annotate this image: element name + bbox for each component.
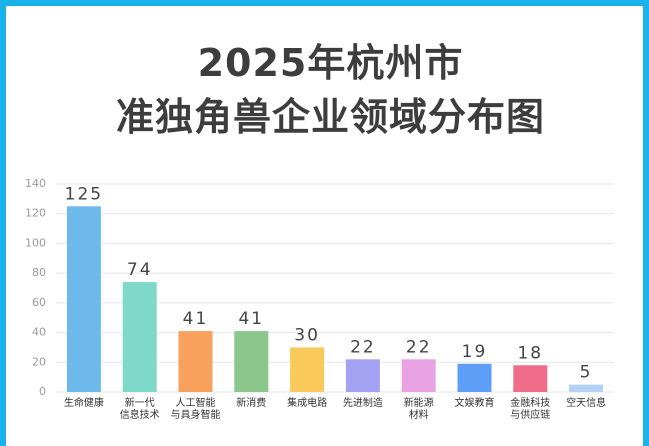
value-label: 125 <box>65 184 103 204</box>
y-tick-label: 40 <box>32 326 46 339</box>
bar <box>290 347 325 392</box>
bar <box>513 365 548 392</box>
y-tick-label: 120 <box>25 207 46 220</box>
value-label: 18 <box>517 343 543 363</box>
bar <box>401 359 436 392</box>
y-tick-label: 80 <box>32 266 46 279</box>
value-label: 41 <box>183 309 209 329</box>
x-tick-label: 集成电路 <box>287 398 328 409</box>
x-tick-label: 新能源 材料 <box>403 398 434 421</box>
x-tick-label: 生命健康 <box>63 398 104 409</box>
x-tick-label: 先进制造 <box>342 398 383 409</box>
x-tick-label: 文娱教育 <box>454 398 495 409</box>
bar <box>178 331 213 392</box>
y-tick-label: 100 <box>25 236 46 249</box>
value-label: 41 <box>238 309 264 329</box>
bar <box>122 282 157 392</box>
value-label: 74 <box>127 260 153 280</box>
value-label: 19 <box>462 342 488 362</box>
x-tick-label: 金融科技 与供应链 <box>510 398 551 421</box>
value-label: 30 <box>294 325 320 345</box>
x-tick-label: 新消费 <box>236 398 267 409</box>
value-label: 22 <box>350 337 376 357</box>
bar <box>569 384 604 392</box>
x-tick-label: 人工智能 与具身智能 <box>170 398 221 421</box>
y-tick-label: 140 <box>25 177 46 190</box>
chart-title: 2025年杭州市 准独角兽企业领域分布图 <box>115 41 545 139</box>
x-tick-label: 空天信息 <box>566 398 607 409</box>
x-tick-label: 新一代 信息技术 <box>119 398 160 421</box>
value-label: 22 <box>406 337 432 357</box>
y-tick-label: 0 <box>39 385 46 398</box>
bar <box>345 359 380 392</box>
bar <box>234 331 269 392</box>
bar <box>66 206 101 392</box>
value-label: 5 <box>580 363 593 383</box>
bar <box>457 363 492 392</box>
y-tick-label: 60 <box>32 296 46 309</box>
y-tick-label: 20 <box>32 355 46 368</box>
